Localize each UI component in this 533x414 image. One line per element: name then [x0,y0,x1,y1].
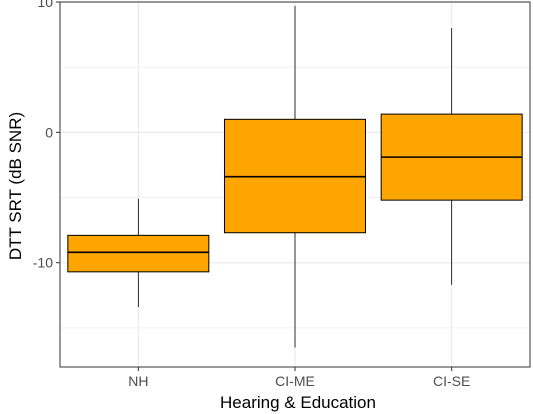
x-tick-label: NH [128,373,148,389]
y-axis-title: DTT SRT (dB SNR) [6,112,25,260]
iqr-box [67,234,210,273]
y-tick-label: 0 [45,124,53,140]
y-tick-label: -10 [33,255,53,271]
box-layer [67,5,523,348]
box-ci-me [224,5,366,348]
x-tick-label: CI-ME [275,373,315,389]
x-tick-label: CI-SE [433,373,470,389]
box-ci-se [380,28,523,285]
box-nh [67,198,210,308]
x-axis-title: Hearing & Education [220,393,376,412]
x-axis-ticks: NH CI-ME CI-SE [128,367,470,389]
y-tick-label: 10 [37,0,53,10]
y-axis-ticks: 10 0 -10 [33,0,60,271]
